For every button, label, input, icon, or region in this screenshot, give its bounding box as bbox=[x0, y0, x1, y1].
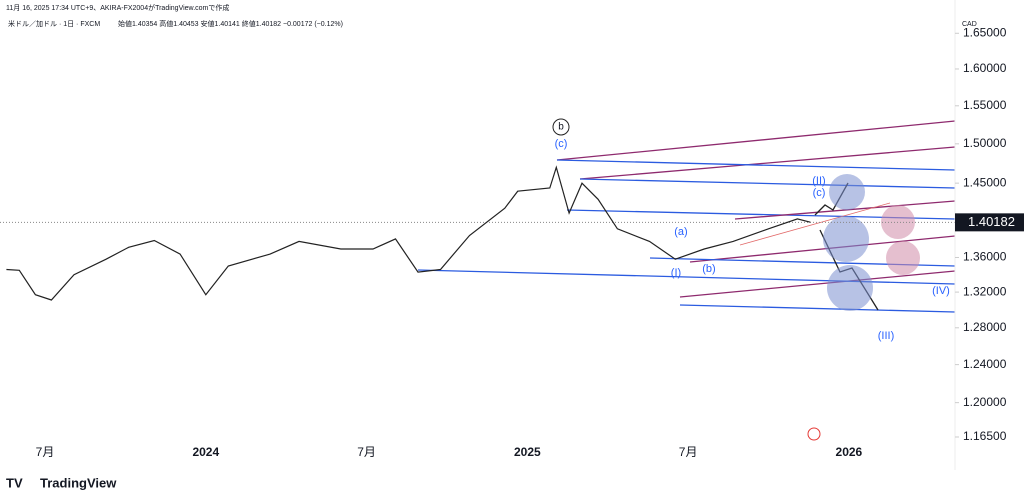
x-tick-label: 7月 bbox=[357, 445, 376, 459]
x-tick-label: 7月 bbox=[36, 445, 55, 459]
y-tick-label: 1.24000 bbox=[963, 357, 1007, 371]
header: 11月 16, 2025 17:34 UTC+9、AKIRA-FX2004がTr… bbox=[6, 3, 229, 12]
x-tick-label: 2025 bbox=[514, 445, 541, 459]
x-tick-label: 7月 bbox=[679, 445, 698, 459]
x-tick-label: 2026 bbox=[836, 445, 863, 459]
y-tick-label: 1.32000 bbox=[963, 284, 1007, 298]
wave-label: (c) bbox=[813, 187, 826, 199]
x-tick-label: 2024 bbox=[192, 445, 219, 459]
wave-label: (c) bbox=[555, 138, 568, 150]
logo: TradingView bbox=[40, 475, 117, 490]
zones bbox=[552, 118, 920, 441]
y-tick-label: 1.36000 bbox=[963, 250, 1007, 264]
wave-label: (a) bbox=[674, 226, 687, 238]
wave-label: (IV) bbox=[932, 285, 950, 297]
wave-label: (III) bbox=[878, 330, 895, 342]
currency: CAD bbox=[962, 21, 977, 28]
y-tick-label: 1.20000 bbox=[963, 395, 1007, 409]
y-tick-label: 1.65000 bbox=[963, 25, 1007, 39]
ohlc-text: 始値1.40354 高値1.40453 安値1.40141 終値1.40182 … bbox=[118, 19, 343, 28]
y-tick-label: 1.55000 bbox=[963, 98, 1007, 112]
chart-title: 米ドル／加ドル · 1日 · FXCM bbox=[8, 19, 100, 28]
logo-mark: TV bbox=[6, 475, 23, 490]
wave-label: (b) bbox=[702, 263, 715, 275]
y-tick-label: 1.60000 bbox=[963, 61, 1007, 75]
last-price-box bbox=[955, 213, 1024, 232]
y-tick-label: 1.28000 bbox=[963, 320, 1007, 334]
last-price-label: 1.40182 bbox=[968, 214, 1015, 229]
wave-label: (I) bbox=[671, 267, 681, 279]
price-line bbox=[6, 165, 811, 301]
y-tick-label: 1.16500 bbox=[963, 429, 1007, 443]
wave-label: b bbox=[558, 122, 564, 133]
wave-label: (II) bbox=[812, 175, 825, 187]
y-tick-label: 1.50000 bbox=[963, 136, 1007, 150]
y-tick-label: 1.45000 bbox=[963, 175, 1007, 189]
